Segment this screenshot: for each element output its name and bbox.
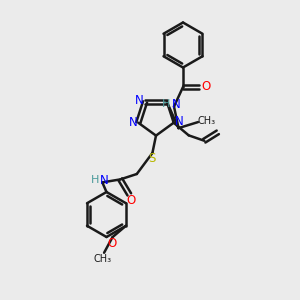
Text: N: N: [128, 116, 137, 129]
Text: N: N: [135, 94, 144, 107]
Text: S: S: [149, 152, 156, 165]
Text: CH₃: CH₃: [94, 254, 112, 264]
Text: H: H: [91, 175, 99, 185]
Text: CH₃: CH₃: [197, 116, 215, 126]
Text: O: O: [202, 80, 211, 94]
Text: O: O: [126, 194, 135, 207]
Text: H: H: [162, 99, 171, 110]
Text: N: N: [175, 115, 184, 128]
Text: O: O: [107, 237, 116, 250]
Text: N: N: [100, 174, 109, 187]
Text: N: N: [172, 98, 181, 111]
